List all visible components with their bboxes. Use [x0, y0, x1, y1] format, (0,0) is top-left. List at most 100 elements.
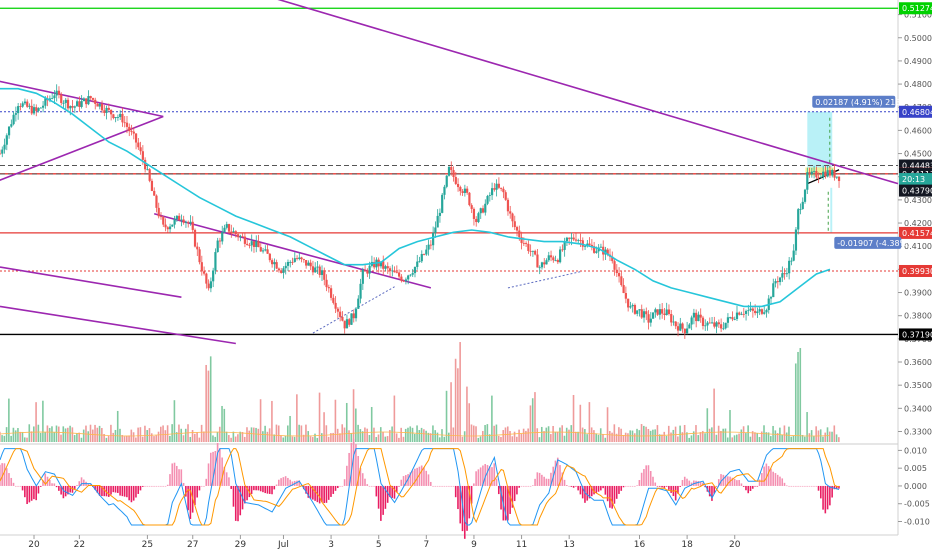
- candle-body[interactable]: [216, 240, 219, 253]
- candle-body[interactable]: [783, 273, 786, 275]
- candle-body[interactable]: [554, 260, 557, 261]
- candle-body[interactable]: [681, 323, 684, 329]
- candle-body[interactable]: [620, 276, 623, 286]
- candle-body[interactable]: [41, 105, 45, 108]
- candle-body[interactable]: [631, 305, 634, 307]
- candle-body[interactable]: [422, 253, 426, 255]
- candle-body[interactable]: [411, 273, 414, 275]
- candle-body[interactable]: [180, 219, 183, 221]
- candle-body[interactable]: [581, 240, 584, 247]
- candle-body[interactable]: [513, 221, 516, 228]
- candle-body[interactable]: [255, 241, 258, 247]
- candle-body[interactable]: [735, 312, 739, 319]
- candle-body[interactable]: [284, 265, 287, 269]
- candle-body[interactable]: [168, 226, 172, 230]
- candle-body[interactable]: [642, 311, 646, 318]
- candle-body[interactable]: [686, 328, 689, 334]
- candle-body[interactable]: [633, 305, 637, 314]
- candle-body[interactable]: [207, 283, 210, 289]
- candle-body[interactable]: [398, 272, 401, 277]
- candle-body[interactable]: [21, 103, 24, 107]
- candle-body[interactable]: [107, 107, 110, 110]
- candle-body[interactable]: [105, 107, 108, 113]
- candle-body[interactable]: [146, 169, 149, 171]
- candle-body[interactable]: [810, 171, 813, 174]
- candle-body[interactable]: [48, 98, 51, 101]
- candle-body[interactable]: [175, 215, 178, 220]
- candle-body[interactable]: [769, 297, 773, 299]
- candle-body[interactable]: [212, 270, 215, 282]
- candle-body[interactable]: [264, 249, 267, 251]
- candle-body[interactable]: [477, 213, 480, 223]
- candle-body[interactable]: [706, 322, 709, 326]
- candle-body[interactable]: [327, 287, 330, 289]
- candle-body[interactable]: [395, 272, 398, 274]
- candle-body[interactable]: [481, 208, 485, 213]
- candle-body[interactable]: [103, 110, 106, 113]
- candle-body[interactable]: [51, 98, 54, 99]
- candle-body[interactable]: [311, 266, 315, 273]
- candle-body[interactable]: [150, 180, 154, 191]
- candle-body[interactable]: [261, 250, 265, 252]
- candle-body[interactable]: [500, 187, 503, 189]
- main-price-pane[interactable]: [0, 0, 899, 345]
- candle-body[interactable]: [797, 209, 800, 230]
- candle-body[interactable]: [704, 325, 707, 327]
- candle-body[interactable]: [363, 269, 367, 271]
- candle-body[interactable]: [409, 274, 412, 276]
- trendline-0[interactable]: [0, 79, 164, 118]
- candle-body[interactable]: [525, 243, 528, 244]
- candle-body[interactable]: [778, 277, 782, 283]
- candle-body[interactable]: [125, 122, 129, 127]
- candle-body[interactable]: [157, 207, 160, 217]
- candle-body[interactable]: [302, 259, 305, 261]
- candle-body[interactable]: [60, 94, 63, 103]
- candle-body[interactable]: [749, 308, 752, 311]
- candle-body[interactable]: [162, 216, 165, 225]
- candle-body[interactable]: [606, 249, 609, 255]
- candle-body[interactable]: [329, 288, 333, 298]
- candle-body[interactable]: [184, 222, 188, 223]
- candle-body[interactable]: [819, 176, 822, 178]
- candle-body[interactable]: [490, 188, 494, 196]
- candle-body[interactable]: [159, 216, 163, 218]
- candle-body[interactable]: [339, 311, 342, 317]
- candle-body[interactable]: [484, 203, 487, 213]
- macd-signal-line[interactable]: [0, 448, 840, 526]
- candle-body[interactable]: [62, 102, 65, 104]
- candle-body[interactable]: [271, 260, 274, 265]
- candle-body[interactable]: [196, 246, 199, 250]
- candle-body[interactable]: [722, 328, 725, 330]
- candle-body[interactable]: [80, 101, 83, 107]
- candle-body[interactable]: [656, 309, 659, 315]
- candle-body[interactable]: [189, 221, 192, 224]
- candle-body[interactable]: [252, 241, 256, 247]
- candle-body[interactable]: [733, 318, 736, 320]
- candle-body[interactable]: [831, 169, 834, 176]
- candle-body[interactable]: [112, 114, 115, 119]
- candle-body[interactable]: [613, 261, 616, 270]
- candle-body[interactable]: [459, 187, 462, 192]
- candle-body[interactable]: [683, 328, 686, 334]
- candle-body[interactable]: [316, 266, 319, 268]
- candle-body[interactable]: [345, 319, 349, 329]
- candle-body[interactable]: [359, 283, 362, 299]
- candle-body[interactable]: [53, 95, 56, 99]
- candle-body[interactable]: [223, 227, 226, 233]
- candle-body[interactable]: [817, 177, 820, 179]
- candle-body[interactable]: [441, 194, 444, 213]
- candle-body[interactable]: [291, 261, 294, 263]
- macd-line[interactable]: [0, 448, 840, 526]
- trendline-5[interactable]: [0, 305, 236, 345]
- trendline-1[interactable]: [0, 115, 164, 184]
- candle-body[interactable]: [751, 308, 754, 311]
- candle-body[interactable]: [806, 172, 809, 190]
- candle-body[interactable]: [738, 312, 741, 315]
- candle-body[interactable]: [94, 99, 97, 104]
- candle-body[interactable]: [0, 153, 2, 155]
- candle-body[interactable]: [497, 183, 500, 188]
- candle-body[interactable]: [37, 108, 40, 111]
- candle-body[interactable]: [114, 117, 117, 119]
- candle-body[interactable]: [450, 166, 453, 171]
- candle-body[interactable]: [386, 266, 389, 269]
